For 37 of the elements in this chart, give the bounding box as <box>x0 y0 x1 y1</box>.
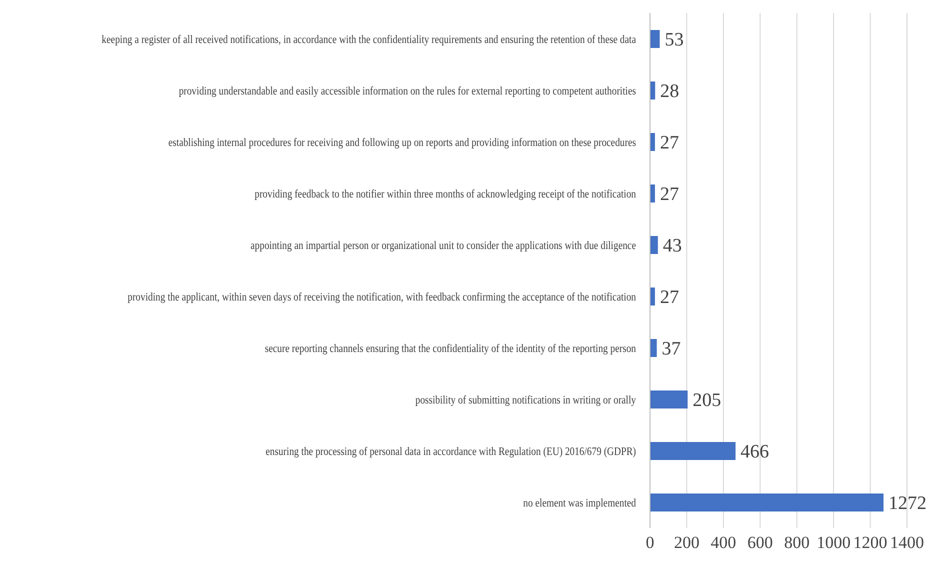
data-label: 43 <box>662 236 682 257</box>
y-tick-label: keeping a register of all received notifications, in accordance with the confidentiality requirements and ensuring the retention of these data <box>102 34 636 46</box>
y-tick-label: providing the applicant, within seven days of receiving the notification, with feedback confirming the acceptance of the notification <box>128 292 637 304</box>
bar <box>650 288 655 306</box>
x-tick-label: 1200 <box>853 533 888 552</box>
y-tick-label: providing feedback to the notifier within three months of acknowledging receipt of the notification <box>254 188 637 201</box>
data-label: 205 <box>692 390 722 412</box>
x-tick-label: 800 <box>784 533 810 552</box>
x-tick-label: 400 <box>710 533 736 552</box>
x-tick-label: 1000 <box>816 533 851 552</box>
y-tick-label: secure reporting channels ensuring that the confidentiality of the identity of the reporting person <box>264 343 637 356</box>
data-label: 53 <box>664 30 684 51</box>
y-tick-label: possibility of submitting notifications in writing or orally <box>415 394 637 407</box>
y-tick-label: establishing internal procedures for receiving and following up on reports and providing information on these procedures <box>168 137 636 150</box>
bar <box>650 133 655 151</box>
data-label: 37 <box>662 338 681 360</box>
bar <box>650 442 736 460</box>
bar <box>650 494 884 512</box>
y-tick-label: appointing an impartial person or organizational unit to consider the applications with due diligence <box>250 240 636 252</box>
x-tick-label: 1400 <box>890 533 924 552</box>
bar <box>650 390 688 408</box>
data-label: 27 <box>660 184 679 206</box>
x-tick-label: 200 <box>674 533 700 552</box>
x-tick-label: 0 <box>646 533 654 552</box>
y-tick-label: no element was implemented <box>523 498 637 510</box>
bar <box>650 339 657 357</box>
y-tick-label: providing understandable and easily accessible information on the rules for external reporting to competent authorities <box>178 86 636 98</box>
data-label: 27 <box>660 132 679 154</box>
data-label: 1272 <box>888 493 927 514</box>
y-tick-label: ensuring the processing of personal data in accordance with Regulation (EU) 2016/679 (GDPR) <box>266 446 636 458</box>
bar <box>650 30 660 48</box>
data-label: 28 <box>660 81 680 102</box>
x-tick-label: 600 <box>747 533 773 552</box>
data-label: 466 <box>740 442 770 463</box>
bar <box>650 184 655 202</box>
data-label: 27 <box>660 287 679 308</box>
bar <box>650 236 658 254</box>
